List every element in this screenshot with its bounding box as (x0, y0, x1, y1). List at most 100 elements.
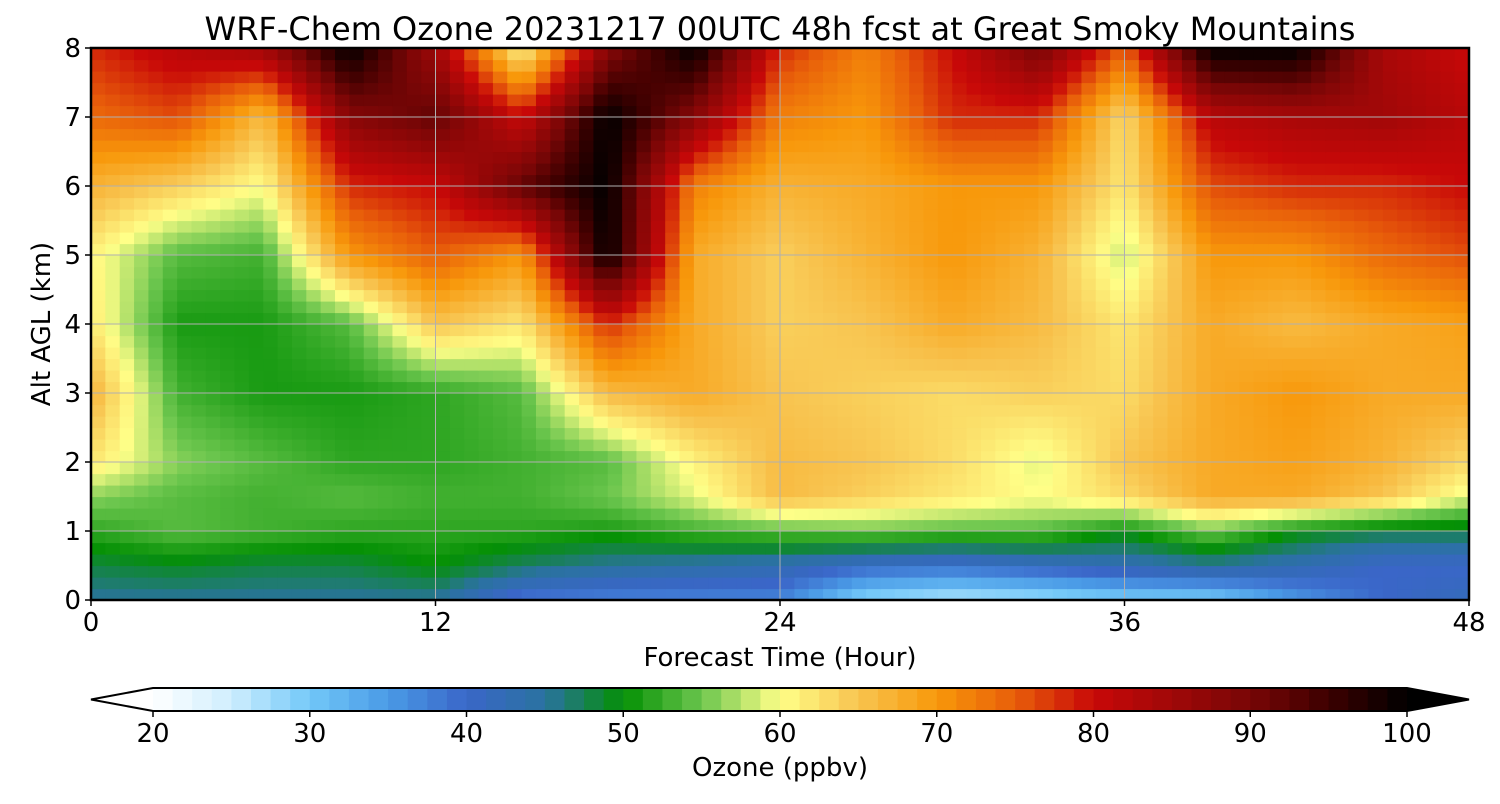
heatmap-cell (406, 404, 422, 417)
heatmap-cell (535, 393, 551, 406)
heatmap-cell (320, 186, 336, 199)
heatmap-cell (593, 404, 609, 417)
heatmap-cell (449, 128, 465, 141)
heatmap-cell (1067, 128, 1083, 141)
heatmap-cell (1067, 531, 1083, 544)
heatmap-cell (1009, 82, 1025, 95)
heatmap-cell (1210, 393, 1226, 406)
heatmap-cell (894, 312, 910, 325)
heatmap-cell (105, 485, 121, 498)
heatmap-cell (363, 381, 379, 394)
heatmap-cell (636, 554, 652, 567)
heatmap-cell (1382, 71, 1398, 84)
heatmap-cell (966, 163, 982, 176)
heatmap-cell (1210, 404, 1226, 417)
heatmap-cell (335, 151, 350, 164)
heatmap-cell (1224, 197, 1240, 210)
heatmap-cell (837, 324, 853, 337)
heatmap-cell (1167, 186, 1183, 199)
heatmap-cell (464, 312, 480, 325)
heatmap-cell (205, 427, 221, 440)
heatmap-cell (1138, 94, 1154, 107)
heatmap-cell (679, 519, 695, 532)
heatmap-cell (291, 94, 307, 107)
heatmap-cell (579, 358, 594, 371)
heatmap-cell (205, 381, 221, 394)
heatmap-cell (1024, 105, 1039, 118)
heatmap-cell (1224, 508, 1240, 521)
heatmap-cell (1339, 105, 1355, 118)
heatmap-cell (435, 117, 451, 130)
heatmap-cell (91, 48, 106, 61)
heatmap-cell (722, 554, 738, 567)
heatmap-cell (464, 473, 480, 486)
heatmap-cell (837, 439, 853, 452)
heatmap-cell (378, 117, 394, 130)
heatmap-cell (808, 186, 824, 199)
heatmap-cell (837, 128, 853, 141)
heatmap-cell (636, 485, 652, 498)
heatmap-cell (464, 59, 480, 72)
heatmap-cell (1454, 519, 1470, 532)
heatmap-cell (909, 473, 925, 486)
heatmap-cell (1196, 347, 1212, 360)
heatmap-cell (1382, 347, 1398, 360)
heatmap-cell (837, 565, 853, 578)
heatmap-cell (765, 59, 781, 72)
heatmap-cell (1425, 473, 1441, 486)
heatmap-cell (1239, 485, 1255, 498)
heatmap-cell (1181, 324, 1197, 337)
heatmap-cell (937, 48, 953, 61)
heatmap-cell (1009, 209, 1025, 222)
heatmap-cell (1095, 496, 1111, 509)
heatmap-cell (1009, 462, 1025, 475)
heatmap-cell (823, 496, 839, 509)
heatmap-cell (751, 243, 767, 256)
heatmap-cell (220, 416, 236, 429)
heatmap-cell (91, 542, 106, 555)
heatmap-cell (1138, 416, 1154, 429)
heatmap-cell (1138, 450, 1154, 463)
heatmap-cell (780, 531, 795, 544)
heatmap-cell (665, 496, 681, 509)
heatmap-cell (693, 358, 709, 371)
heatmap-cell (593, 381, 609, 394)
heatmap-cell (650, 358, 666, 371)
heatmap-cell (1440, 416, 1456, 429)
heatmap-cell (1282, 450, 1298, 463)
heatmap-cell (1009, 128, 1025, 141)
heatmap-cell (248, 312, 264, 325)
heatmap-cell (866, 416, 882, 429)
heatmap-cell (91, 255, 106, 268)
heatmap-cell (894, 554, 910, 567)
heatmap-cell (306, 565, 322, 578)
heatmap-cell (248, 59, 264, 72)
heatmap-cell (1110, 577, 1126, 590)
heatmap-cell (1382, 427, 1398, 440)
heatmap-cell (622, 59, 638, 72)
heatmap-cell (234, 427, 250, 440)
heatmap-cell (435, 370, 451, 383)
heatmap-cell (909, 588, 925, 601)
heatmap-cell (291, 554, 307, 567)
heatmap-cell (248, 542, 264, 555)
heatmap-cell (1181, 416, 1197, 429)
heatmap-cell (392, 416, 408, 429)
heatmap-cell (105, 473, 121, 486)
heatmap-cell (622, 565, 638, 578)
heatmap-cell (636, 232, 652, 245)
heatmap-cell (837, 473, 853, 486)
heatmap-cell (679, 427, 695, 440)
x-axis-label: Forecast Time (Hour) (643, 643, 916, 673)
heatmap-cell (1110, 71, 1126, 84)
heatmap-cell (851, 48, 867, 61)
heatmap-cell (1138, 140, 1154, 153)
heatmap-cell (1253, 588, 1269, 601)
heatmap-cell (1167, 358, 1183, 371)
heatmap-cell (1339, 289, 1355, 302)
heatmap-cell (1397, 128, 1413, 141)
heatmap-cell (564, 243, 580, 256)
heatmap-cell (1354, 266, 1370, 279)
heatmap-cell (823, 289, 839, 302)
heatmap-cell (636, 105, 652, 118)
